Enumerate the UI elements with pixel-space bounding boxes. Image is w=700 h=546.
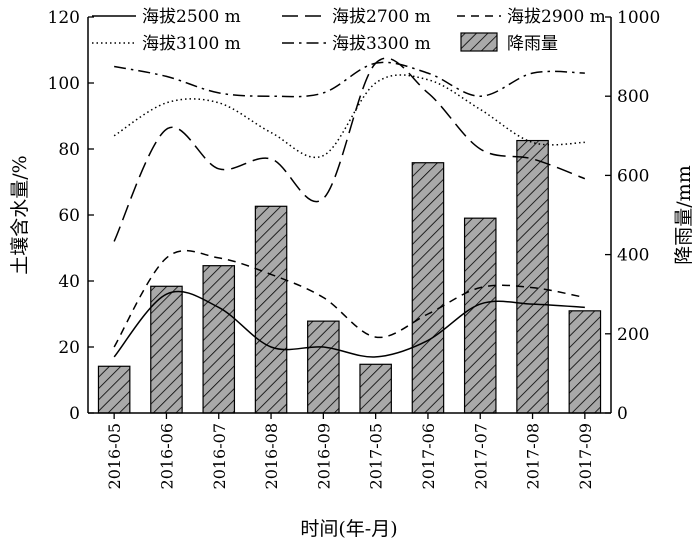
x-tick-label: 2016-08 — [262, 423, 281, 489]
rainfall-bar — [307, 320, 340, 414]
legend-label: 海拔2700 m — [332, 7, 431, 27]
rainfall-bar — [411, 162, 445, 414]
rainfall-bar — [516, 139, 549, 414]
rainfall-bar — [254, 205, 288, 414]
x-tick-label: 2017-08 — [524, 423, 543, 489]
left-axis-ticks: 0 20 40 60 80 100 120 — [48, 8, 94, 424]
x-tick-label: 2017-09 — [576, 423, 595, 489]
legend-label: 海拔3300 m — [332, 34, 431, 54]
rainfall-bar — [202, 265, 236, 414]
left-tick-label: 80 — [58, 140, 80, 160]
right-tick-label: 0 — [617, 404, 628, 424]
y-axis-left-title: 土壤含水量/% — [9, 155, 31, 274]
right-tick-label: 200 — [617, 325, 649, 345]
x-tick-label: 2016-07 — [210, 423, 229, 489]
soil-moisture-line-5 — [114, 61, 585, 98]
x-axis-title: 时间(年-月) — [300, 518, 397, 540]
legend-swatch-rainfall — [460, 32, 498, 52]
left-tick-label: 120 — [48, 8, 80, 28]
soil-moisture-line-3 — [113, 249, 585, 348]
left-tick-label: 60 — [58, 206, 80, 226]
soil-moisture-line-2 — [113, 57, 586, 242]
legend-label: 海拔3100 m — [142, 34, 241, 54]
x-tick-label: 2016-05 — [105, 423, 124, 489]
left-tick-label: 100 — [48, 74, 80, 94]
legend: 海拔2500 m 海拔2700 m 海拔2900 m 海拔3100 m 海拔3300 m… — [92, 7, 606, 54]
rainfall-bar — [568, 310, 602, 414]
x-tick-label: 2017-07 — [471, 423, 490, 489]
rainfall-bar — [97, 365, 131, 414]
right-axis-ticks: 0 200 400 600 800 1000 — [605, 8, 660, 424]
right-tick-label: 400 — [617, 246, 649, 266]
rainfall-bar — [150, 285, 183, 414]
legend-label: 海拔2500 m — [142, 7, 241, 27]
right-tick-label: 1000 — [617, 8, 660, 28]
rainfall-bars — [97, 139, 602, 414]
x-tick-label: 2017-06 — [419, 423, 438, 489]
x-tick-label: 2016-09 — [314, 423, 333, 489]
x-tick-label: 2017-05 — [367, 423, 386, 489]
left-tick-label: 20 — [58, 338, 80, 358]
y-axis-right-title: 降雨量/mm — [673, 165, 695, 264]
soil-moisture-lines — [113, 57, 586, 358]
rainfall-bar — [463, 217, 497, 414]
rainfall-bar — [359, 363, 392, 414]
soil-moisture-line-4 — [113, 74, 585, 159]
soil-moisture-line-1 — [113, 290, 585, 358]
x-axis-ticks: 2016-05 2016-06 2016-07 2016-08 2016-09 2017-… — [105, 413, 595, 489]
left-tick-label: 0 — [69, 404, 80, 424]
right-tick-label: 800 — [617, 87, 649, 107]
x-tick-label: 2016-06 — [157, 423, 176, 489]
left-tick-label: 40 — [58, 272, 80, 292]
legend-label: 海拔2900 m — [507, 7, 606, 27]
legend-label: 降雨量 — [507, 34, 558, 54]
right-tick-label: 600 — [617, 166, 649, 186]
